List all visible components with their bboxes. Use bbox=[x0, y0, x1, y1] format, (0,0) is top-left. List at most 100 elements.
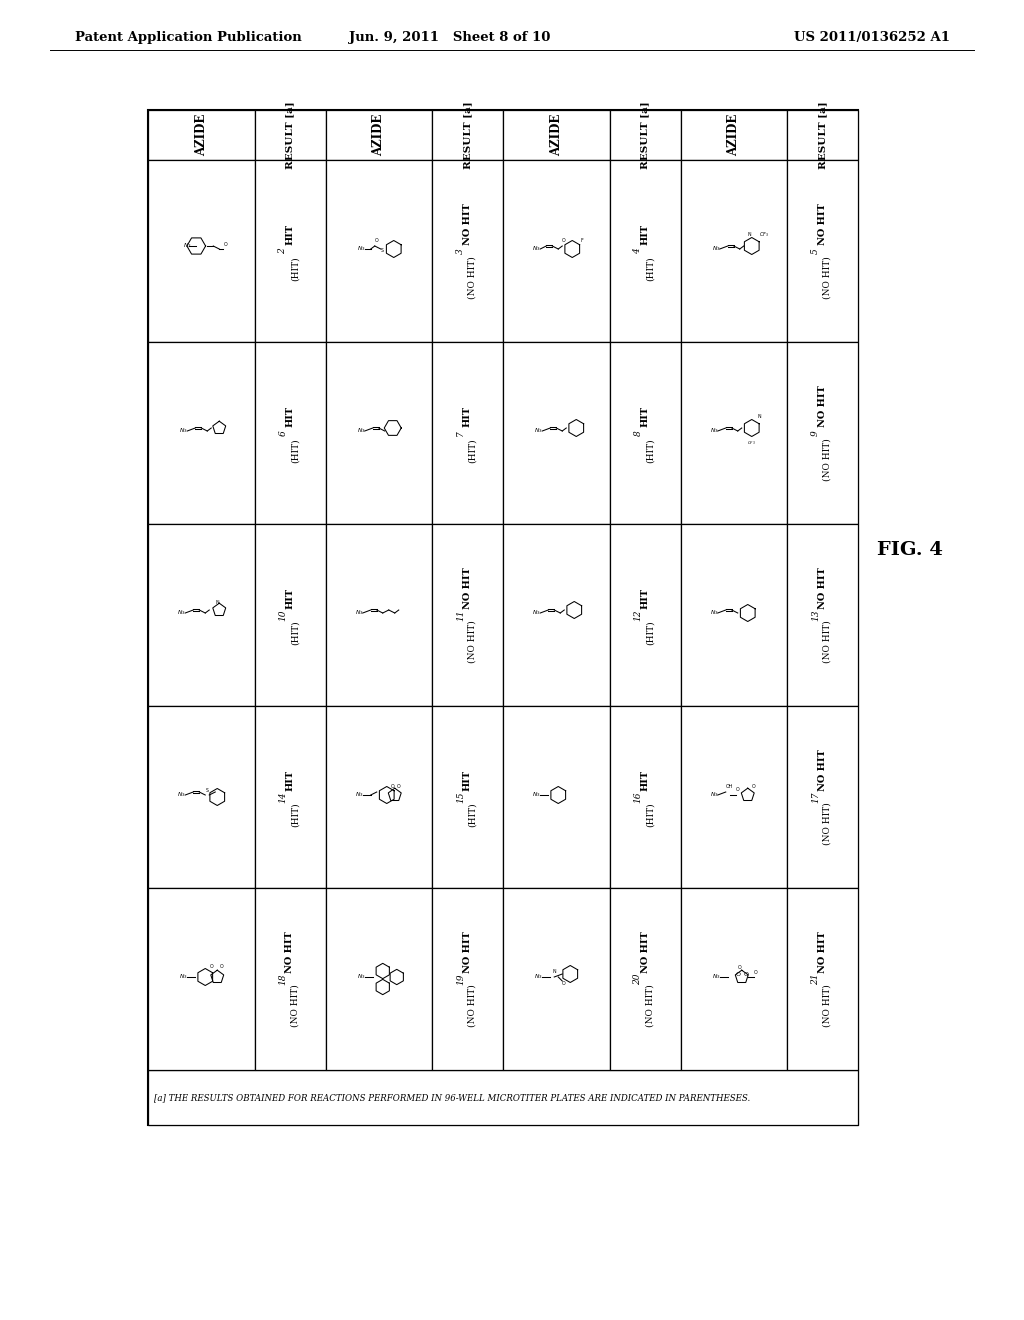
Bar bbox=[148, 342, 255, 524]
Text: S: S bbox=[205, 788, 208, 793]
Text: F: F bbox=[581, 238, 583, 243]
Bar bbox=[432, 110, 503, 160]
Bar bbox=[681, 706, 787, 888]
Text: NO HIT: NO HIT bbox=[463, 931, 472, 973]
Text: $N_3$: $N_3$ bbox=[712, 244, 721, 253]
Text: (HIT): (HIT) bbox=[291, 438, 299, 462]
Text: 5: 5 bbox=[811, 248, 820, 253]
Text: AZIDE: AZIDE bbox=[727, 114, 740, 156]
Text: $N_3$: $N_3$ bbox=[179, 973, 187, 982]
Text: $N_3$: $N_3$ bbox=[532, 609, 541, 618]
Text: (NO HIT): (NO HIT) bbox=[291, 983, 299, 1027]
Text: NO HIT: NO HIT bbox=[818, 568, 827, 609]
Text: O: O bbox=[396, 784, 400, 789]
Text: (HIT): (HIT) bbox=[468, 438, 477, 462]
Text: $N_3$: $N_3$ bbox=[354, 791, 364, 800]
Bar bbox=[787, 706, 858, 888]
Text: 13: 13 bbox=[811, 610, 820, 620]
Text: 16: 16 bbox=[634, 791, 642, 803]
Bar bbox=[432, 888, 503, 1071]
Bar bbox=[255, 524, 326, 706]
Text: $N_3$: $N_3$ bbox=[356, 244, 366, 253]
Bar bbox=[326, 888, 432, 1071]
Text: O: O bbox=[743, 973, 749, 977]
Bar bbox=[432, 342, 503, 524]
Text: $N_3$: $N_3$ bbox=[356, 973, 366, 982]
Text: (NO HIT): (NO HIT) bbox=[823, 983, 831, 1027]
Bar bbox=[681, 888, 787, 1071]
Text: $N_3$: $N_3$ bbox=[535, 973, 543, 982]
Text: O: O bbox=[219, 964, 223, 969]
Text: (HIT): (HIT) bbox=[291, 256, 299, 281]
Text: HIT: HIT bbox=[640, 770, 649, 791]
Bar bbox=[787, 524, 858, 706]
Text: (HIT): (HIT) bbox=[468, 803, 477, 826]
Bar bbox=[503, 524, 609, 706]
Text: $N_3$: $N_3$ bbox=[712, 973, 721, 982]
Text: NO HIT: NO HIT bbox=[818, 385, 827, 426]
Text: O: O bbox=[737, 965, 741, 970]
Text: RESULT [a]: RESULT [a] bbox=[640, 102, 649, 169]
Text: Jun. 9, 2011   Sheet 8 of 10: Jun. 9, 2011 Sheet 8 of 10 bbox=[349, 30, 551, 44]
Text: $N_3$: $N_3$ bbox=[532, 791, 541, 800]
Text: 12: 12 bbox=[634, 610, 642, 620]
Bar bbox=[609, 110, 681, 160]
Bar bbox=[255, 888, 326, 1071]
Text: AZIDE: AZIDE bbox=[195, 114, 208, 156]
Text: HIT: HIT bbox=[463, 770, 472, 791]
Text: O: O bbox=[209, 964, 213, 969]
Text: $N_3$: $N_3$ bbox=[177, 791, 186, 800]
Text: NO HIT: NO HIT bbox=[463, 568, 472, 609]
Bar bbox=[326, 160, 432, 342]
Text: 10: 10 bbox=[279, 610, 288, 620]
Text: $N_3$: $N_3$ bbox=[532, 244, 541, 253]
Text: (HIT): (HIT) bbox=[645, 256, 654, 281]
Bar bbox=[255, 110, 326, 160]
Text: N: N bbox=[748, 232, 752, 238]
Text: O: O bbox=[735, 973, 740, 977]
Bar bbox=[326, 524, 432, 706]
Bar bbox=[432, 706, 503, 888]
Bar bbox=[148, 110, 858, 1125]
Bar bbox=[503, 342, 609, 524]
Text: N: N bbox=[552, 969, 556, 974]
Text: [a] THE RESULTS OBTAINED FOR REACTIONS PERFORMED IN 96-WELL MICROTITER PLATES AR: [a] THE RESULTS OBTAINED FOR REACTIONS P… bbox=[154, 1093, 751, 1102]
Bar bbox=[681, 342, 787, 524]
Text: HIT: HIT bbox=[286, 405, 295, 426]
Text: N: N bbox=[758, 414, 762, 418]
Bar bbox=[681, 110, 787, 160]
Text: O: O bbox=[223, 242, 227, 247]
Text: HIT: HIT bbox=[463, 405, 472, 426]
Text: NO HIT: NO HIT bbox=[818, 931, 827, 973]
Text: 20: 20 bbox=[634, 973, 642, 985]
Text: $N_3$: $N_3$ bbox=[179, 426, 187, 436]
Text: NO HIT: NO HIT bbox=[818, 750, 827, 791]
Text: O: O bbox=[391, 784, 394, 789]
Text: $N_3$: $N_3$ bbox=[356, 426, 366, 436]
Text: 9: 9 bbox=[811, 430, 820, 436]
Text: (NO HIT): (NO HIT) bbox=[823, 803, 831, 845]
Bar bbox=[609, 160, 681, 342]
Text: 14: 14 bbox=[279, 791, 288, 803]
Text: N: N bbox=[215, 601, 219, 605]
Text: 3: 3 bbox=[456, 248, 465, 253]
Text: (NO HIT): (NO HIT) bbox=[468, 256, 477, 298]
Bar bbox=[326, 110, 432, 160]
Bar bbox=[148, 160, 255, 342]
Text: (HIT): (HIT) bbox=[645, 620, 654, 644]
Text: 2: 2 bbox=[279, 248, 288, 253]
Bar bbox=[787, 160, 858, 342]
Text: 21: 21 bbox=[811, 973, 820, 985]
Text: 8: 8 bbox=[634, 430, 642, 436]
Text: AZIDE: AZIDE bbox=[550, 114, 563, 156]
Bar bbox=[503, 160, 609, 342]
Bar bbox=[255, 706, 326, 888]
Bar bbox=[787, 110, 858, 160]
Text: RESULT [a]: RESULT [a] bbox=[818, 102, 827, 169]
Text: $N_3$: $N_3$ bbox=[710, 426, 719, 436]
Text: O: O bbox=[562, 238, 566, 243]
Text: 15: 15 bbox=[456, 791, 465, 803]
Bar bbox=[148, 888, 255, 1071]
Text: HIT: HIT bbox=[286, 587, 295, 609]
Text: 18: 18 bbox=[279, 973, 288, 985]
